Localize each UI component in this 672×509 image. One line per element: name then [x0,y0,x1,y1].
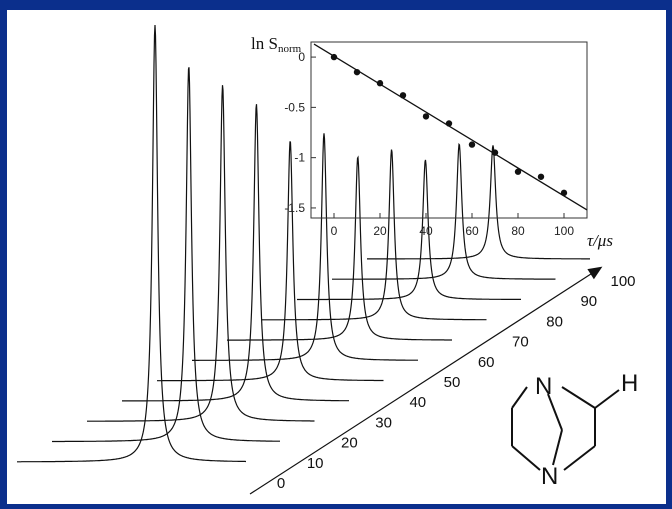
inset-data-points [330,53,568,197]
inset-x-axis-label: τ/μs [587,231,613,250]
spectrum-trace-50 [192,133,418,361]
spectrum-trace-20 [87,85,315,422]
tau-tick-label-60: 60 [478,354,495,371]
inset-y-tick-label: -1.5 [284,201,305,215]
figure-canvas: 0 10 20 30 40 50 60 70 80 90 100 0 -0.5 -1 -1.5 0 20 40… [17,24,638,495]
tau-tick-label-50: 50 [444,374,461,391]
inset-x-tick-label: 80 [511,224,525,238]
bond-n1-c-right [561,386,596,409]
inset-data-point [330,53,338,61]
spectrum-trace-80 [297,159,521,301]
tau-tick-label-80: 80 [546,313,563,330]
inset-x-tick-label: 0 [331,224,338,238]
inset-x-tick-label: 60 [465,224,479,238]
tau-tick-label-70: 70 [512,334,529,351]
inset-data-point [376,80,384,87]
tau-tick-label-30: 30 [375,414,392,431]
fit-line [313,43,588,211]
inset-x-tick-label: 40 [419,224,433,238]
inset-data-point [537,173,545,180]
spectrum-trace-60 [227,155,452,341]
spectrum-trace-40 [157,141,384,382]
bond-left-to-n2 [511,445,541,471]
inset-data-point [560,189,568,197]
spectrum-trace-90 [332,142,556,280]
inset-data-point [514,168,522,175]
spectrum-trace-0 [17,24,246,463]
inset-data-point [422,113,430,120]
tau-tick-label-10: 10 [307,455,324,472]
bond-c-h [594,389,620,409]
inset-y-tick-label: -0.5 [284,100,305,114]
tau-tick-label-40: 40 [409,394,426,411]
inset-data-point [353,68,361,76]
spectrum-trace-100 [367,145,590,260]
inset-y-tick-label: 0 [298,50,305,64]
inset-data-point [468,141,476,148]
inset-data-point [445,120,453,127]
atom-n-bottom: N [541,463,558,490]
spectrum-trace-30 [122,104,349,402]
spectrum-trace-10 [52,67,280,443]
inset-data-point [491,149,499,156]
inset-x-ticks: 0 20 40 60 80 100 [331,213,574,238]
inset-y-axis-label: ln Snorm [251,34,302,55]
inset-plot-frame [310,41,588,219]
inset-x-tick-label: 20 [373,224,387,238]
tau-axis [249,266,603,495]
inset-y-ticks: 0 -0.5 -1 -1.5 [284,50,316,215]
tau-tick-label-0: 0 [277,475,285,492]
inset-plot: 0 -0.5 -1 -1.5 0 20 40 60 80 100 ln Snorm τ/μs [251,34,613,250]
tau-tick-label-100: 100 [610,273,635,290]
atom-h: H [621,370,638,397]
bond-middle-lower [552,429,563,466]
bond-right-to-n2 [563,445,596,471]
atom-n-top: N [535,373,552,400]
quinuclidine-structure [511,386,620,471]
tau-tick-label-20: 20 [341,435,358,452]
stacked-spectra [17,24,590,463]
bond-middle-upper [547,393,563,431]
tau-tick-label-90: 90 [580,293,597,310]
figure-panel: 0 10 20 30 40 50 60 70 80 90 100 0 -0.5 -1 -1.5 0 20 40… [7,10,666,504]
inset-x-tick-label: 100 [554,224,574,238]
tau-axis-line [249,271,595,495]
tau-axis-arrowhead [587,266,603,280]
bond-n1-c-left [511,386,528,409]
inset-data-point [399,92,407,99]
inset-y-tick-label: -1 [294,151,305,165]
tau-tick-labels: 0 10 20 30 40 50 60 70 80 90 100 [277,273,636,492]
spectrum-trace-70 [262,149,487,321]
